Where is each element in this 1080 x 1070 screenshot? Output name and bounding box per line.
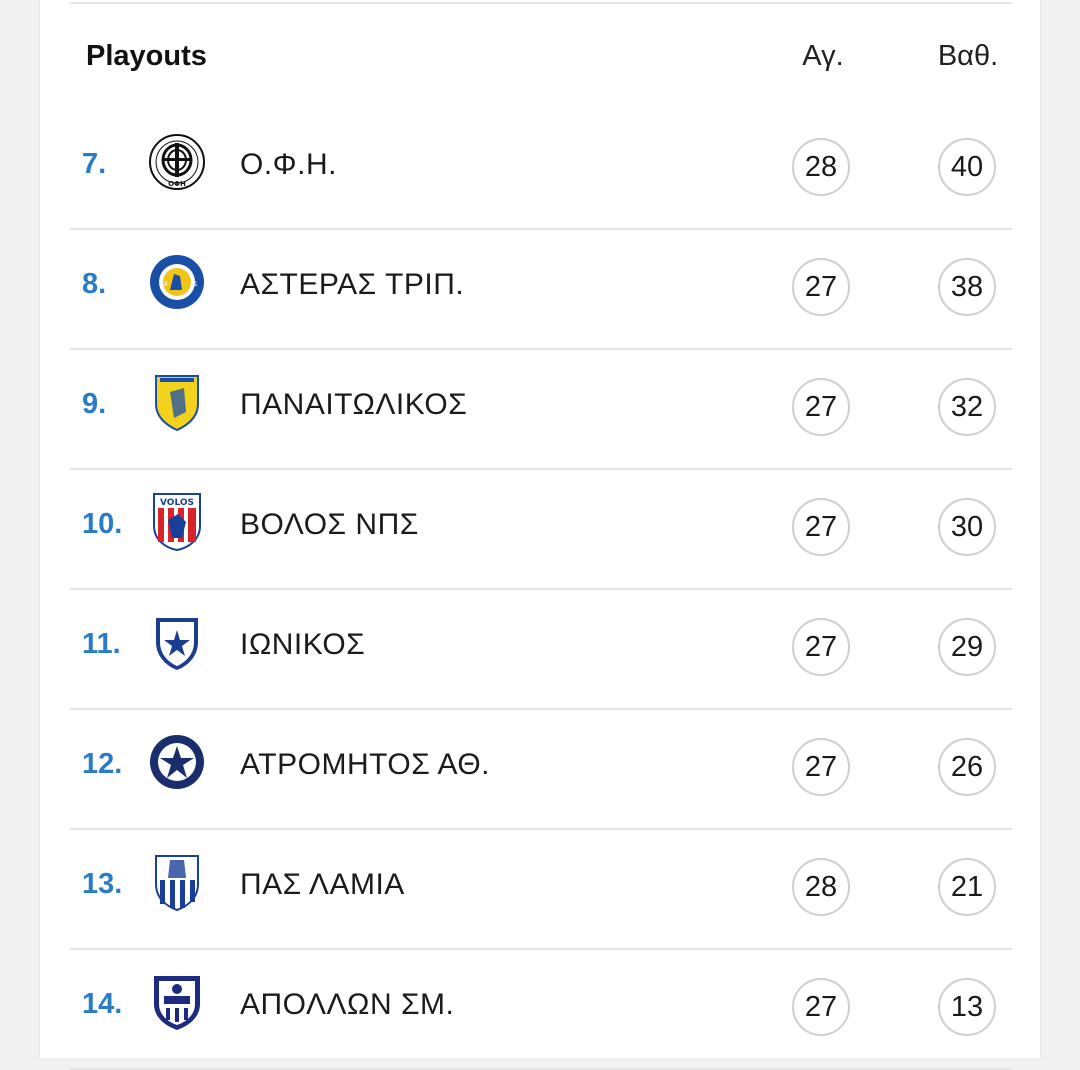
standings-header: Playouts Αγ. Βαθ. [40,0,1040,110]
table-row[interactable]: 9. ΠΑΝΑΙΤΩΛΙΚΟΣ 27 32 [70,350,1012,470]
svg-text:31: 31 [190,281,198,288]
standings-card: Playouts Αγ. Βαθ. 7. ΟΦΗ Ο.Φ.Η. 28 40 [40,0,1040,1070]
ofi-crest-icon: ΟΦΗ [148,132,206,192]
position: 11. [82,628,121,660]
position: 10. [82,508,123,540]
table-row[interactable]: 10. VOLOS ΒΟΛΟΣ ΝΠΣ 27 30 [70,470,1012,590]
table-row[interactable]: 8. 19 31 ΑΣΤΕΡΑΣ ΤΡΙΠ. 27 38 [70,230,1012,350]
points-badge: 40 [938,138,996,196]
team-name[interactable]: ΑΣΤΕΡΑΣ ΤΡΙΠ. [240,268,465,301]
games-badge: 27 [792,258,850,316]
lamia-crest-icon [148,852,206,912]
table-row[interactable]: 7. ΟΦΗ Ο.Φ.Η. 28 40 [70,110,1012,230]
volos-crest-icon: VOLOS [148,492,206,552]
ionikos-crest-icon [148,612,206,672]
games-badge: 28 [792,138,850,196]
top-divider [70,2,1012,4]
position: 7. [82,148,107,180]
games-badge: 27 [792,738,850,796]
team-name[interactable]: ΑΤΡΟΜΗΤΟΣ ΑΘ. [240,748,491,781]
position: 13. [82,868,123,900]
table-row[interactable]: 13. ΠΑΣ ΛΑΜΙΑ 28 21 [70,830,1012,950]
points-badge: 21 [938,858,996,916]
team-name[interactable]: ΠΑΝΑΙΤΩΛΙΚΟΣ [240,388,468,421]
table-row[interactable]: 12. ΑΤΡΟΜΗΤΟΣ ΑΘ. 27 26 [70,710,1012,830]
position: 14. [82,988,123,1020]
points-column-header[interactable]: Βαθ. [937,40,999,72]
team-name[interactable]: ΒΟΛΟΣ ΝΠΣ [240,508,419,541]
standings-list: 7. ΟΦΗ Ο.Φ.Η. 28 40 8. [40,110,1040,1070]
points-badge: 38 [938,258,996,316]
apollon-crest-icon [148,972,206,1032]
games-badge: 27 [792,618,850,676]
points-badge: 13 [938,978,996,1036]
svg-text:19: 19 [160,281,168,288]
panetolikos-crest-icon [148,372,206,432]
team-name[interactable]: Ο.Φ.Η. [240,148,337,181]
section-title: Playouts [86,40,207,72]
games-badge: 27 [792,498,850,556]
games-badge: 28 [792,858,850,916]
points-badge: 26 [938,738,996,796]
position: 12. [82,748,123,780]
points-badge: 32 [938,378,996,436]
team-name[interactable]: ΑΠΟΛΛΩΝ ΣΜ. [240,988,455,1021]
table-row[interactable]: 14. ΑΠΟΛΛΩΝ ΣΜ. 27 13 [70,950,1012,1070]
games-column-header[interactable]: Αγ. [802,40,844,72]
points-badge: 29 [938,618,996,676]
games-badge: 27 [792,378,850,436]
table-row[interactable]: 11. ΙΩΝΙΚΟΣ 27 29 [70,590,1012,710]
svg-text:ΟΦΗ: ΟΦΗ [168,180,186,188]
position: 8. [82,268,107,300]
team-name[interactable]: ΙΩΝΙΚΟΣ [240,628,366,661]
svg-text:VOLOS: VOLOS [160,498,194,508]
asteras-crest-icon: 19 31 [148,252,206,312]
games-badge: 27 [792,978,850,1036]
position: 9. [82,388,107,420]
points-badge: 30 [938,498,996,556]
team-name[interactable]: ΠΑΣ ΛΑΜΙΑ [240,868,405,901]
atromitos-crest-icon [148,732,206,792]
